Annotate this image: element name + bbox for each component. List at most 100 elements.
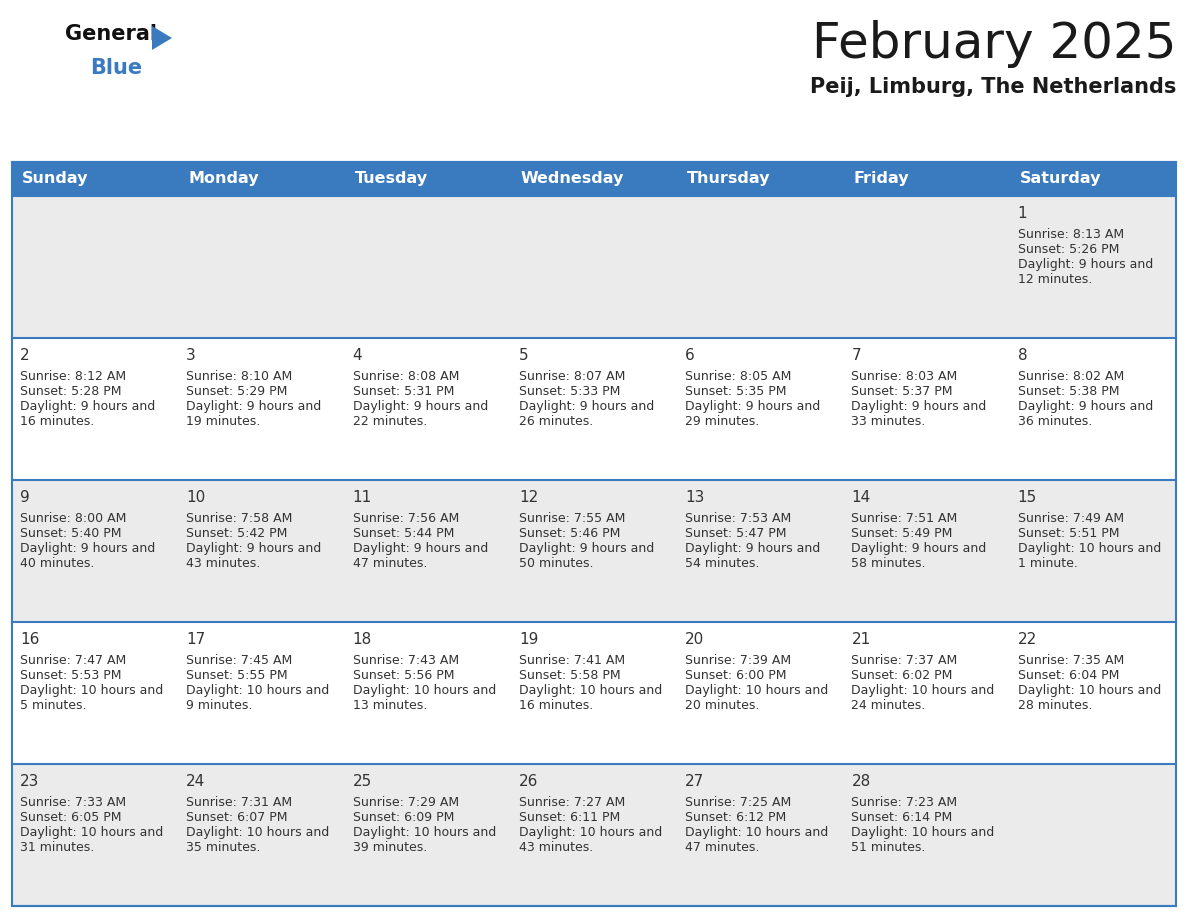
Text: Sunday: Sunday	[23, 172, 88, 186]
Text: Daylight: 9 hours and: Daylight: 9 hours and	[1018, 400, 1154, 413]
Text: 4: 4	[353, 348, 362, 363]
Text: 50 minutes.: 50 minutes.	[519, 557, 593, 570]
Text: Sunset: 6:09 PM: Sunset: 6:09 PM	[353, 811, 454, 824]
Text: Sunset: 5:56 PM: Sunset: 5:56 PM	[353, 669, 454, 682]
Text: 20: 20	[685, 632, 704, 647]
Text: Daylight: 9 hours and: Daylight: 9 hours and	[353, 400, 488, 413]
Text: Daylight: 10 hours and: Daylight: 10 hours and	[187, 826, 329, 839]
Text: Wednesday: Wednesday	[520, 172, 624, 186]
Bar	[12, 764, 1176, 906]
Text: 13 minutes.: 13 minutes.	[353, 699, 426, 712]
Text: 11: 11	[353, 490, 372, 505]
Polygon shape	[152, 26, 172, 50]
Bar	[12, 480, 1176, 622]
Text: 6: 6	[685, 348, 695, 363]
Text: Daylight: 10 hours and: Daylight: 10 hours and	[852, 684, 994, 697]
Text: Daylight: 9 hours and: Daylight: 9 hours and	[187, 542, 322, 555]
Text: Sunset: 5:29 PM: Sunset: 5:29 PM	[187, 385, 287, 398]
Text: 12 minutes.: 12 minutes.	[1018, 273, 1092, 286]
Text: 9: 9	[20, 490, 30, 505]
Text: 5 minutes.: 5 minutes.	[20, 699, 87, 712]
Text: Daylight: 10 hours and: Daylight: 10 hours and	[1018, 684, 1161, 697]
Text: 16 minutes.: 16 minutes.	[20, 415, 94, 428]
Text: Sunset: 5:31 PM: Sunset: 5:31 PM	[353, 385, 454, 398]
Text: 19 minutes.: 19 minutes.	[187, 415, 260, 428]
Text: Friday: Friday	[853, 172, 909, 186]
Text: Sunrise: 7:53 AM: Sunrise: 7:53 AM	[685, 512, 791, 525]
Text: 3: 3	[187, 348, 196, 363]
Text: Tuesday: Tuesday	[354, 172, 428, 186]
Text: Sunset: 5:47 PM: Sunset: 5:47 PM	[685, 527, 786, 540]
Text: Sunset: 5:44 PM: Sunset: 5:44 PM	[353, 527, 454, 540]
Text: 12: 12	[519, 490, 538, 505]
Text: Daylight: 9 hours and: Daylight: 9 hours and	[519, 400, 655, 413]
Text: Daylight: 10 hours and: Daylight: 10 hours and	[353, 826, 495, 839]
Text: Sunrise: 8:08 AM: Sunrise: 8:08 AM	[353, 370, 459, 383]
Text: Sunrise: 8:12 AM: Sunrise: 8:12 AM	[20, 370, 126, 383]
Text: Sunrise: 7:23 AM: Sunrise: 7:23 AM	[852, 796, 958, 809]
Bar	[12, 162, 1176, 906]
Text: 10: 10	[187, 490, 206, 505]
Text: 17: 17	[187, 632, 206, 647]
Text: Sunrise: 7:25 AM: Sunrise: 7:25 AM	[685, 796, 791, 809]
Text: Sunrise: 7:31 AM: Sunrise: 7:31 AM	[187, 796, 292, 809]
Text: Sunrise: 7:55 AM: Sunrise: 7:55 AM	[519, 512, 625, 525]
Text: Sunset: 6:05 PM: Sunset: 6:05 PM	[20, 811, 121, 824]
Bar	[12, 196, 1176, 338]
Text: Daylight: 9 hours and: Daylight: 9 hours and	[20, 542, 156, 555]
Text: 21: 21	[852, 632, 871, 647]
Text: February 2025: February 2025	[811, 20, 1176, 68]
Text: Sunrise: 7:33 AM: Sunrise: 7:33 AM	[20, 796, 126, 809]
Text: Sunrise: 7:27 AM: Sunrise: 7:27 AM	[519, 796, 625, 809]
Text: Sunrise: 7:51 AM: Sunrise: 7:51 AM	[852, 512, 958, 525]
Text: Peij, Limburg, The Netherlands: Peij, Limburg, The Netherlands	[810, 77, 1176, 97]
Text: Sunrise: 7:35 AM: Sunrise: 7:35 AM	[1018, 654, 1124, 667]
Text: Sunset: 6:02 PM: Sunset: 6:02 PM	[852, 669, 953, 682]
Text: Daylight: 10 hours and: Daylight: 10 hours and	[519, 826, 662, 839]
Text: Sunset: 6:14 PM: Sunset: 6:14 PM	[852, 811, 953, 824]
Text: Sunset: 5:51 PM: Sunset: 5:51 PM	[1018, 527, 1119, 540]
Text: 26: 26	[519, 774, 538, 789]
Text: Sunrise: 8:00 AM: Sunrise: 8:00 AM	[20, 512, 126, 525]
Text: General: General	[65, 24, 157, 44]
Text: 51 minutes.: 51 minutes.	[852, 841, 925, 854]
Text: Sunset: 5:35 PM: Sunset: 5:35 PM	[685, 385, 786, 398]
Text: Sunset: 6:00 PM: Sunset: 6:00 PM	[685, 669, 786, 682]
Text: 15: 15	[1018, 490, 1037, 505]
Text: 24 minutes.: 24 minutes.	[852, 699, 925, 712]
Text: Daylight: 10 hours and: Daylight: 10 hours and	[519, 684, 662, 697]
Text: 1: 1	[1018, 206, 1028, 221]
Text: 1 minute.: 1 minute.	[1018, 557, 1078, 570]
Text: 33 minutes.: 33 minutes.	[852, 415, 925, 428]
Text: Sunset: 5:49 PM: Sunset: 5:49 PM	[852, 527, 953, 540]
Text: Daylight: 10 hours and: Daylight: 10 hours and	[685, 826, 828, 839]
Text: Sunrise: 7:49 AM: Sunrise: 7:49 AM	[1018, 512, 1124, 525]
Text: Daylight: 9 hours and: Daylight: 9 hours and	[1018, 258, 1154, 271]
Text: Sunrise: 7:47 AM: Sunrise: 7:47 AM	[20, 654, 126, 667]
Text: Thursday: Thursday	[687, 172, 771, 186]
Text: Sunrise: 7:56 AM: Sunrise: 7:56 AM	[353, 512, 459, 525]
Text: Sunrise: 8:05 AM: Sunrise: 8:05 AM	[685, 370, 791, 383]
Text: Sunset: 5:37 PM: Sunset: 5:37 PM	[852, 385, 953, 398]
Text: Sunrise: 7:41 AM: Sunrise: 7:41 AM	[519, 654, 625, 667]
Text: Daylight: 10 hours and: Daylight: 10 hours and	[852, 826, 994, 839]
Text: 23: 23	[20, 774, 39, 789]
Text: Sunset: 5:46 PM: Sunset: 5:46 PM	[519, 527, 620, 540]
Text: 18: 18	[353, 632, 372, 647]
Text: Sunrise: 8:02 AM: Sunrise: 8:02 AM	[1018, 370, 1124, 383]
Text: Sunset: 6:11 PM: Sunset: 6:11 PM	[519, 811, 620, 824]
Text: Sunrise: 8:13 AM: Sunrise: 8:13 AM	[1018, 228, 1124, 241]
Text: Monday: Monday	[188, 172, 259, 186]
Text: 19: 19	[519, 632, 538, 647]
Text: 13: 13	[685, 490, 704, 505]
Text: 16: 16	[20, 632, 39, 647]
Text: 29 minutes.: 29 minutes.	[685, 415, 759, 428]
Text: Sunrise: 7:58 AM: Sunrise: 7:58 AM	[187, 512, 292, 525]
Text: 28 minutes.: 28 minutes.	[1018, 699, 1092, 712]
Text: 5: 5	[519, 348, 529, 363]
Text: Daylight: 10 hours and: Daylight: 10 hours and	[187, 684, 329, 697]
Text: 35 minutes.: 35 minutes.	[187, 841, 260, 854]
Text: Sunrise: 7:39 AM: Sunrise: 7:39 AM	[685, 654, 791, 667]
Text: Daylight: 10 hours and: Daylight: 10 hours and	[1018, 542, 1161, 555]
Text: Daylight: 9 hours and: Daylight: 9 hours and	[852, 542, 987, 555]
